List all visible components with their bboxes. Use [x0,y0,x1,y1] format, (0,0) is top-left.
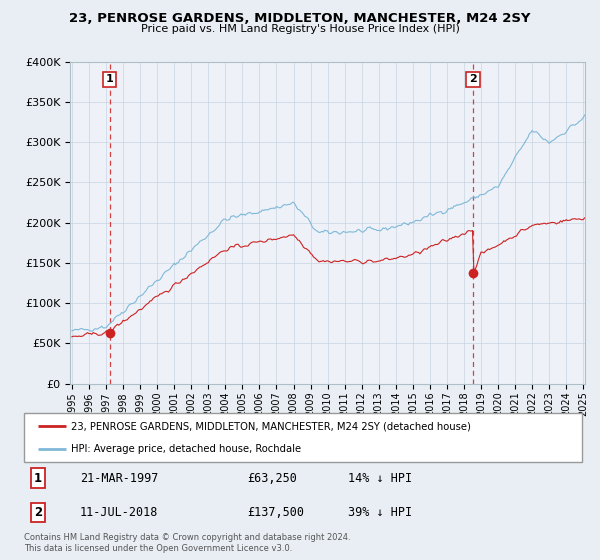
Text: 2: 2 [34,506,42,519]
Text: 23, PENROSE GARDENS, MIDDLETON, MANCHESTER, M24 2SY: 23, PENROSE GARDENS, MIDDLETON, MANCHEST… [69,12,531,25]
Text: HPI: Average price, detached house, Rochdale: HPI: Average price, detached house, Roch… [71,444,302,454]
Text: Price paid vs. HM Land Registry's House Price Index (HPI): Price paid vs. HM Land Registry's House … [140,24,460,34]
Text: £137,500: £137,500 [247,506,304,519]
Text: 23, PENROSE GARDENS, MIDDLETON, MANCHESTER, M24 2SY (detached house): 23, PENROSE GARDENS, MIDDLETON, MANCHEST… [71,421,472,431]
Text: 14% ↓ HPI: 14% ↓ HPI [347,472,412,484]
Text: 21-MAR-1997: 21-MAR-1997 [80,472,158,484]
Text: 2: 2 [469,74,477,85]
Text: 1: 1 [34,472,42,484]
Text: Contains HM Land Registry data © Crown copyright and database right 2024.
This d: Contains HM Land Registry data © Crown c… [24,533,350,553]
Text: £63,250: £63,250 [247,472,297,484]
FancyBboxPatch shape [24,413,582,462]
Text: 39% ↓ HPI: 39% ↓ HPI [347,506,412,519]
Text: 1: 1 [106,74,113,85]
Text: 11-JUL-2018: 11-JUL-2018 [80,506,158,519]
